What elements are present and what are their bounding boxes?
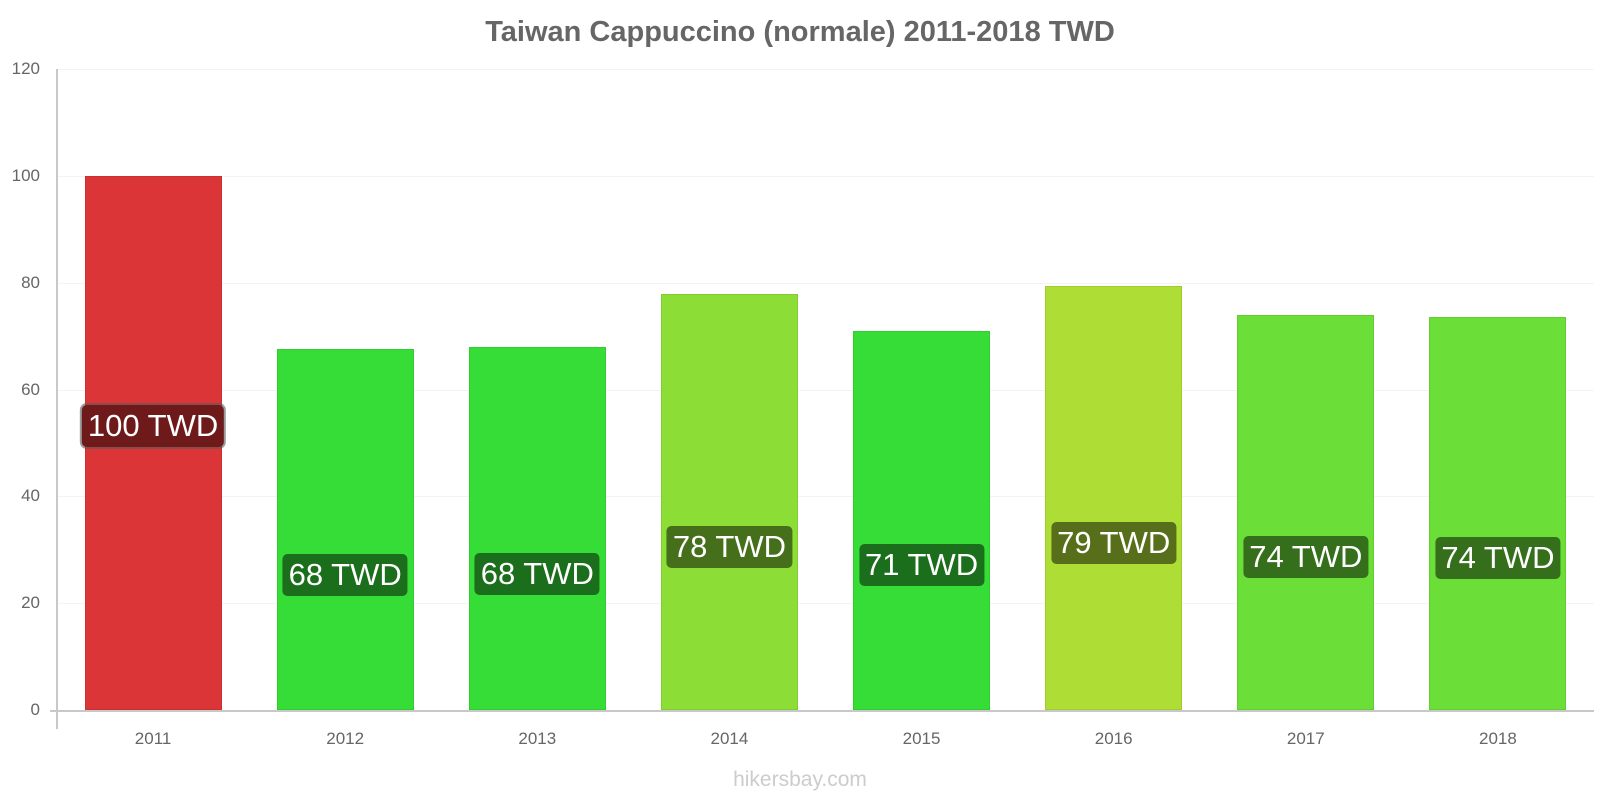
gridline — [56, 496, 1594, 498]
data-label: 68 TWD — [474, 552, 600, 595]
x-tick-label: 2014 — [710, 729, 749, 748]
x-tick-label: 2013 — [518, 729, 557, 748]
gridline — [56, 69, 1594, 70]
bar-2012[interactable] — [276, 349, 414, 710]
y-tick-label: 20 — [21, 593, 40, 613]
y-tick-label: 100 — [11, 165, 40, 185]
data-label: 71 TWD — [859, 544, 985, 587]
bar-2014[interactable] — [660, 294, 798, 710]
bar-2013[interactable] — [468, 347, 606, 710]
bar-2016[interactable] — [1045, 286, 1183, 710]
x-tick-label: 2018 — [1479, 729, 1517, 748]
x-tick-label: 2012 — [326, 729, 365, 748]
gridline — [56, 603, 1594, 605]
bar-2015[interactable] — [853, 330, 991, 710]
data-label: 74 TWD — [1435, 537, 1561, 580]
gridline — [56, 175, 1594, 177]
data-label: 74 TWD — [1243, 536, 1369, 579]
y-tick-label: 80 — [21, 272, 40, 292]
y-tick-label: 40 — [21, 486, 40, 506]
y-tick-label: 0 — [30, 700, 40, 719]
x-axis-line — [50, 710, 1594, 712]
data-label: 100 TWD — [81, 404, 225, 447]
gridline — [56, 389, 1594, 391]
y-tick-label: 120 — [11, 59, 40, 78]
data-label: 68 TWD — [282, 553, 408, 596]
chart-title: Taiwan Cappuccino (normale) 2011-2018 TW… — [485, 16, 1115, 48]
bar-2018[interactable] — [1429, 316, 1567, 710]
y-tick-label: 60 — [21, 379, 40, 399]
x-tick-label: 2011 — [134, 729, 172, 748]
gridline — [56, 282, 1594, 284]
y-axis-line — [56, 69, 58, 729]
data-label: 79 TWD — [1051, 522, 1177, 565]
bar-2017[interactable] — [1237, 314, 1375, 710]
x-tick-label: 2017 — [1286, 729, 1325, 748]
watermark: hikersbay.com — [733, 768, 867, 791]
data-label: 78 TWD — [666, 526, 792, 569]
x-tick-label: 2015 — [902, 729, 941, 748]
x-tick-label: 2016 — [1094, 729, 1133, 748]
